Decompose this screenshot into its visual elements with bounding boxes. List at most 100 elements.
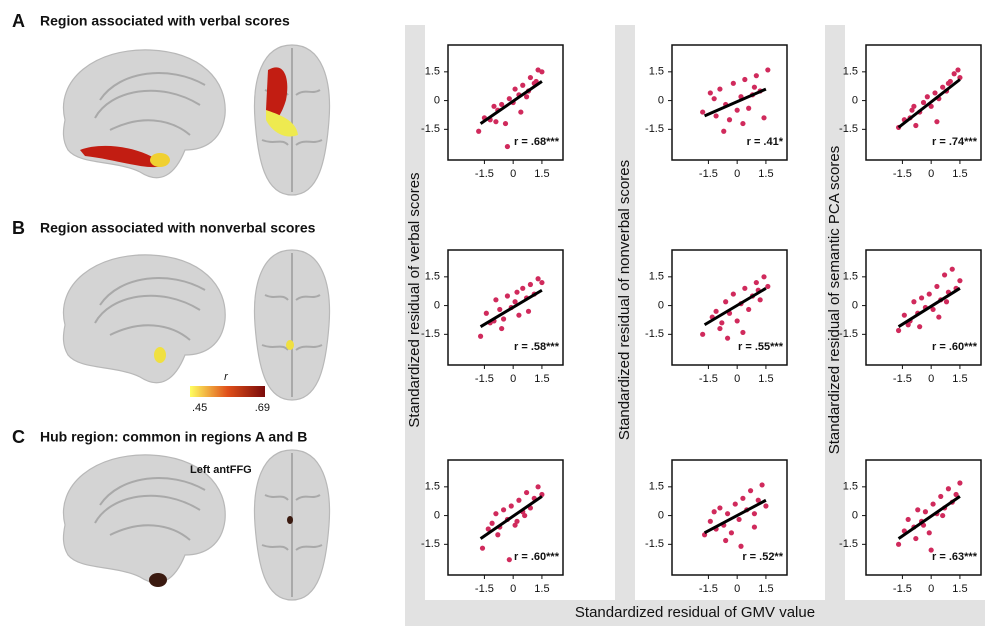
y-axis-label: Standardized residual of semantic PCA sc… xyxy=(826,146,843,455)
data-point xyxy=(940,85,945,90)
data-point xyxy=(740,330,745,335)
y-tick-label: 0 xyxy=(434,94,440,106)
data-point xyxy=(763,503,768,508)
brain-panel-b xyxy=(63,250,329,400)
data-point xyxy=(758,297,763,302)
data-point xyxy=(723,538,728,543)
data-point xyxy=(731,291,736,296)
data-point xyxy=(915,507,920,512)
data-point xyxy=(528,75,533,80)
data-point xyxy=(708,90,713,95)
data-point xyxy=(946,81,951,86)
x-tick-label: -1.5 xyxy=(893,373,912,385)
y-tick-label: -1.5 xyxy=(421,123,440,135)
y-tick-label: 1.5 xyxy=(843,66,858,78)
data-point xyxy=(896,328,901,333)
data-point xyxy=(742,286,747,291)
data-point xyxy=(717,326,722,331)
y-tick-label: 1.5 xyxy=(425,66,440,78)
data-point xyxy=(723,299,728,304)
data-point xyxy=(528,282,533,287)
data-point xyxy=(761,274,766,279)
x-tick-label: 0 xyxy=(928,583,934,595)
data-point xyxy=(499,326,504,331)
data-point xyxy=(733,501,738,506)
data-point xyxy=(719,320,724,325)
data-point xyxy=(735,108,740,113)
x-tick-label: 0 xyxy=(734,373,740,385)
data-point xyxy=(505,144,510,149)
data-point xyxy=(526,309,531,314)
y-tick-label: 0 xyxy=(852,509,858,521)
panel-title: Region associated with nonverbal scores xyxy=(40,220,316,236)
data-point xyxy=(491,104,496,109)
data-point xyxy=(902,313,907,318)
data-point xyxy=(934,284,939,289)
data-point xyxy=(713,113,718,118)
panel-letter: A xyxy=(12,11,25,31)
x-tick-label: 0 xyxy=(510,168,516,180)
brain-panel-a xyxy=(63,45,329,195)
colorbar-max: .69 xyxy=(255,402,270,414)
data-point xyxy=(740,496,745,501)
data-point xyxy=(740,121,745,126)
y-tick-label: -1.5 xyxy=(839,328,858,340)
data-point xyxy=(729,530,734,535)
y-tick-label: 1.5 xyxy=(425,271,440,283)
y-tick-label: -1.5 xyxy=(421,328,440,340)
x-tick-label: 1.5 xyxy=(534,168,549,180)
data-point xyxy=(516,498,521,503)
data-point xyxy=(539,280,544,285)
data-point xyxy=(501,507,506,512)
y-tick-label: 1.5 xyxy=(425,481,440,493)
data-point xyxy=(501,316,506,321)
data-point xyxy=(925,94,930,99)
data-point xyxy=(742,77,747,82)
figure: r .45 .69 Left antFFG Standardized resid… xyxy=(0,0,985,626)
data-point xyxy=(518,109,523,114)
data-point xyxy=(917,324,922,329)
x-tick-label: 0 xyxy=(928,373,934,385)
data-point xyxy=(746,106,751,111)
data-point xyxy=(946,486,951,491)
data-point xyxy=(509,503,514,508)
data-point xyxy=(700,332,705,337)
hub-label: Left antFFG xyxy=(190,464,252,476)
data-point xyxy=(952,71,957,76)
data-point xyxy=(493,297,498,302)
data-point xyxy=(957,278,962,283)
data-point xyxy=(955,67,960,72)
colorbar-min: .45 xyxy=(192,402,207,414)
data-point xyxy=(765,67,770,72)
correlation-label: r = .52** xyxy=(742,551,783,563)
data-point xyxy=(727,117,732,122)
data-point xyxy=(725,336,730,341)
data-point xyxy=(765,284,770,289)
colorbar-label: r xyxy=(224,371,229,383)
y-tick-label: 0 xyxy=(852,299,858,311)
data-point xyxy=(507,96,512,101)
y-tick-label: 0 xyxy=(852,94,858,106)
x-tick-label: 1.5 xyxy=(952,583,967,595)
x-tick-label: -1.5 xyxy=(893,168,912,180)
data-point xyxy=(520,286,525,291)
data-point xyxy=(721,129,726,134)
data-point xyxy=(476,129,481,134)
data-point xyxy=(752,524,757,529)
correlation-label: r = .41* xyxy=(747,136,784,148)
data-point xyxy=(717,86,722,91)
data-point xyxy=(896,542,901,547)
colorbar xyxy=(190,386,265,397)
data-point xyxy=(712,96,717,101)
data-point xyxy=(514,290,519,295)
data-point xyxy=(759,482,764,487)
x-tick-label: -1.5 xyxy=(475,168,494,180)
y-tick-label: 0 xyxy=(434,299,440,311)
correlation-label: r = .55*** xyxy=(738,341,784,353)
x-tick-label: 0 xyxy=(510,583,516,595)
panel-letter: C xyxy=(12,427,25,447)
data-point xyxy=(535,484,540,489)
data-point xyxy=(700,109,705,114)
data-point xyxy=(942,272,947,277)
panel-title: Region associated with verbal scores xyxy=(40,13,290,29)
